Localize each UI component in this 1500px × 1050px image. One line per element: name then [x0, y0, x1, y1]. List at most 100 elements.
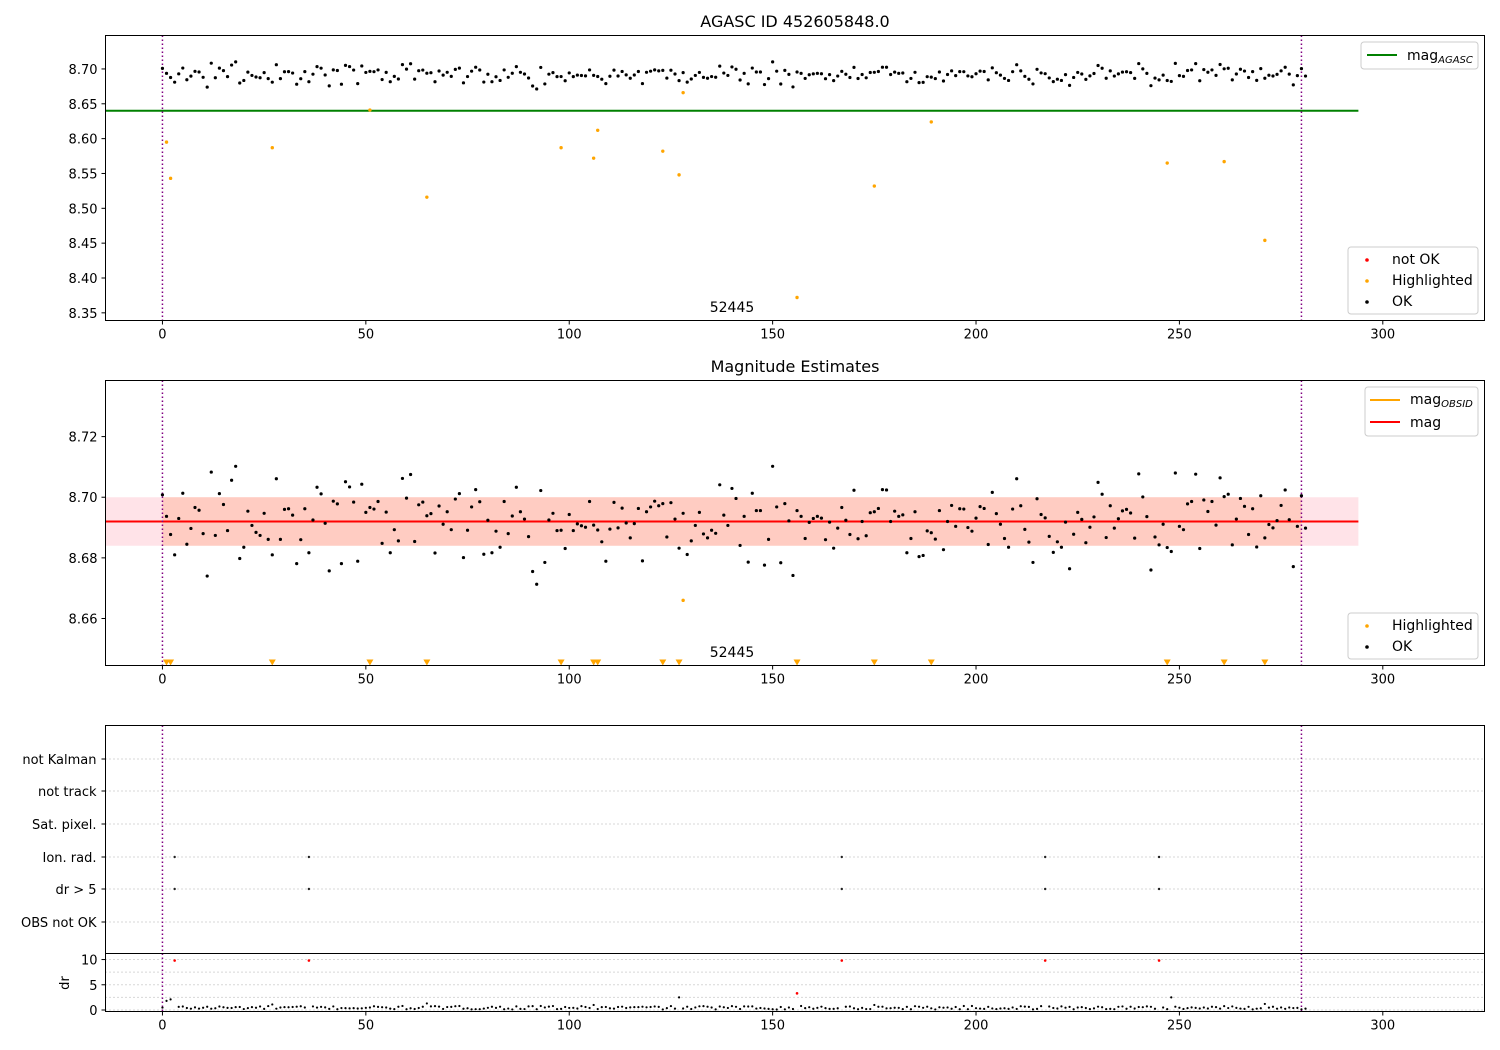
ok-point [270, 553, 274, 557]
ok-point [1092, 71, 1096, 76]
ok-point [705, 536, 710, 540]
ok-point [181, 66, 185, 70]
dr-point [584, 1005, 587, 1009]
dr-point [1096, 1005, 1100, 1008]
ok-point [474, 65, 478, 69]
ok-point [1303, 74, 1308, 78]
legend-label-mag-obsid: magOBSID [1410, 392, 1473, 410]
y-tick-label: 8.70 [69, 491, 98, 506]
ok-point [1116, 517, 1120, 521]
ok-point [311, 72, 315, 76]
dr-point [706, 1005, 709, 1008]
y-tick-label: 10 [81, 954, 98, 969]
ok-point [230, 478, 234, 482]
ok-point [535, 87, 539, 91]
ok-point [970, 529, 974, 533]
x-tick-label: 250 [1167, 673, 1192, 688]
dr-point [637, 1006, 640, 1009]
dr-point [1235, 1006, 1238, 1009]
dr-point [523, 1007, 526, 1011]
ok-point [465, 74, 470, 79]
dr-point [787, 1006, 790, 1009]
dr-point [324, 1006, 327, 1009]
ok-point [518, 70, 523, 74]
dr-point [922, 1006, 925, 1009]
ok-point [836, 74, 840, 78]
ok-point [168, 532, 173, 537]
x-tick-label: 0 [158, 328, 166, 343]
ok-point [750, 491, 754, 495]
ok-point [1067, 83, 1072, 87]
ok-point [726, 73, 730, 78]
dr-point [1170, 996, 1173, 999]
dr-point [1284, 1007, 1287, 1010]
ok-point [1267, 73, 1271, 77]
ok-point [1076, 70, 1080, 75]
ok-point [1092, 515, 1096, 519]
ok-point [689, 539, 693, 543]
flag-point [1043, 887, 1047, 891]
ok-point [941, 548, 946, 552]
dr-point [1129, 1005, 1132, 1008]
dr-point [165, 999, 168, 1003]
ok-point [258, 533, 262, 538]
ok-point [1128, 511, 1133, 515]
dr-point [718, 1005, 721, 1008]
ok-point [457, 66, 462, 70]
ok-point [1100, 66, 1104, 70]
ok-point [437, 504, 441, 508]
dr-point [507, 1007, 510, 1010]
ok-point [510, 514, 514, 518]
ok-point [1108, 504, 1112, 508]
ok-point [1226, 66, 1230, 70]
ok-point [413, 539, 417, 544]
ok-point [286, 69, 291, 74]
ok-point [425, 71, 429, 75]
dr-point [169, 998, 172, 1001]
ok-point [1035, 67, 1039, 71]
ok-point [547, 518, 551, 522]
ok-point [213, 76, 217, 80]
x-tick-label: 150 [760, 1019, 785, 1034]
ok-point [470, 505, 474, 509]
dr-point [657, 1005, 660, 1009]
ok-point [295, 82, 299, 86]
ok-point [339, 562, 344, 566]
ok-point [571, 528, 575, 533]
ok-point [762, 563, 767, 567]
ok-point [360, 64, 364, 68]
flag-point [1157, 887, 1161, 891]
ok-point [1291, 565, 1295, 569]
ok-point [193, 69, 197, 73]
ok-point [1116, 72, 1120, 76]
ok-point [958, 507, 962, 511]
dr-not-ok-point [1157, 959, 1161, 962]
ok-point [449, 528, 453, 532]
ok-point [539, 65, 543, 70]
ok-point [624, 521, 628, 525]
ok-point [197, 508, 201, 512]
ok-point [632, 73, 636, 77]
dr-point [1194, 1006, 1197, 1009]
ok-point [1279, 69, 1283, 73]
ok-point [1084, 541, 1088, 545]
dr-point [295, 1005, 298, 1008]
ok-point [315, 65, 319, 69]
ok-point [417, 503, 421, 507]
ok-point [335, 502, 339, 506]
highlighted-point [559, 145, 563, 150]
dr-point [279, 1006, 282, 1009]
ok-point [608, 527, 612, 531]
ok-point [1190, 68, 1194, 72]
ok-point [929, 75, 933, 79]
dr-point [946, 1006, 949, 1009]
dr-point [1190, 1006, 1193, 1009]
ok-point [392, 74, 396, 79]
dr-point [616, 1005, 620, 1009]
ok-point [185, 542, 189, 546]
ok-point [933, 537, 937, 541]
ok-point [522, 72, 527, 76]
dr-point [694, 1006, 697, 1009]
ok-point [441, 73, 445, 77]
